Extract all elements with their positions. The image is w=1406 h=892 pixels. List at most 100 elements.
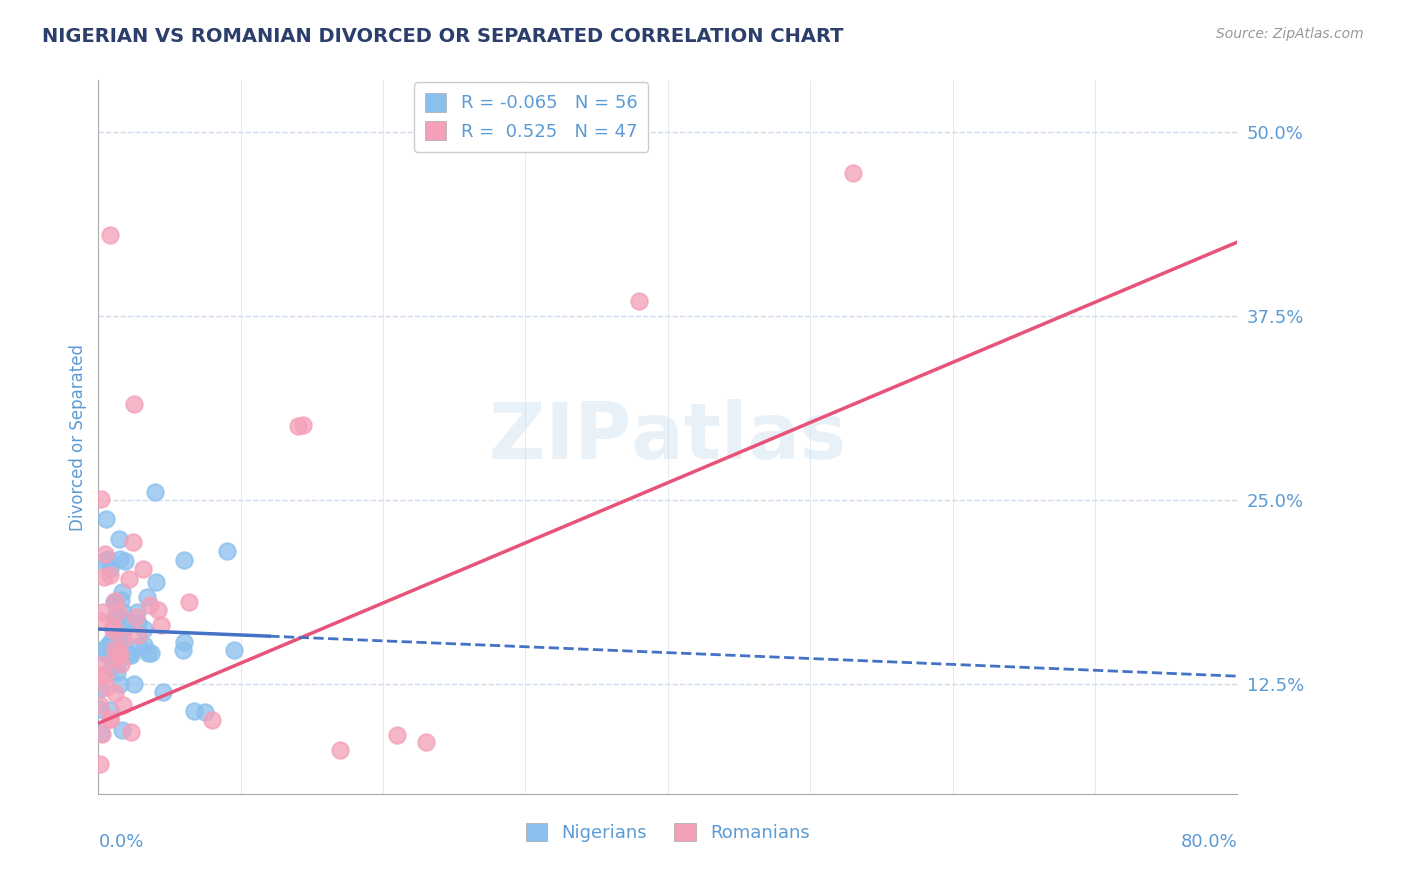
Point	[114, 554, 136, 568]
Point	[104, 648, 127, 663]
Point	[90, 668, 112, 682]
Point	[136, 646, 159, 660]
Point	[107, 648, 129, 662]
Point	[104, 608, 127, 623]
Point	[103, 641, 125, 656]
Point	[90, 644, 112, 658]
Point	[120, 648, 142, 662]
Point	[104, 596, 127, 610]
Point	[172, 643, 194, 657]
Point	[105, 665, 128, 679]
Point	[93, 570, 115, 584]
Point	[93, 668, 115, 682]
Point	[101, 660, 124, 674]
Point	[125, 605, 148, 619]
Point	[146, 603, 169, 617]
Point	[101, 619, 124, 633]
Point	[98, 712, 121, 726]
Point	[132, 562, 155, 576]
Point	[111, 723, 134, 737]
Point	[98, 712, 121, 726]
Point	[110, 632, 132, 646]
Point	[107, 648, 129, 662]
Point	[122, 677, 145, 691]
Point	[94, 547, 117, 561]
Point	[387, 728, 409, 742]
Point	[118, 572, 141, 586]
Point	[121, 535, 143, 549]
Point	[104, 594, 127, 608]
Point	[145, 574, 167, 589]
Point	[111, 698, 134, 713]
Point	[112, 606, 135, 620]
Point	[114, 612, 136, 626]
Point	[127, 628, 149, 642]
Point	[89, 614, 111, 628]
Point	[110, 593, 132, 607]
Point	[329, 743, 352, 757]
Point	[107, 610, 129, 624]
Point	[98, 568, 121, 582]
Point	[842, 166, 865, 180]
Point	[194, 705, 217, 719]
Point	[224, 643, 246, 657]
Point	[89, 702, 111, 716]
Point	[415, 735, 437, 749]
Point	[118, 648, 141, 662]
Point	[108, 676, 131, 690]
Point	[124, 609, 146, 624]
Text: ZIP​atlas: ZIP​atlas	[489, 399, 846, 475]
Point	[173, 635, 195, 649]
Point	[132, 638, 155, 652]
Text: Source: ZipAtlas.com: Source: ZipAtlas.com	[1216, 27, 1364, 41]
Point	[101, 623, 124, 637]
Point	[628, 293, 651, 308]
Point	[110, 657, 132, 671]
Point	[139, 598, 162, 612]
Y-axis label: Divorced or Separated: Divorced or Separated	[69, 343, 87, 531]
Point	[287, 419, 309, 434]
Point	[98, 562, 121, 576]
Point	[89, 657, 111, 672]
Point	[96, 639, 118, 653]
Point	[91, 606, 114, 620]
Point	[150, 618, 173, 632]
Point	[291, 418, 314, 433]
Point	[111, 632, 134, 646]
Point	[91, 727, 114, 741]
Legend: Nigerians, Romanians: Nigerians, Romanians	[519, 815, 817, 849]
Point	[90, 491, 112, 506]
Point	[104, 595, 127, 609]
Point	[152, 685, 174, 699]
Point	[94, 512, 117, 526]
Point	[127, 616, 149, 631]
Point	[98, 227, 121, 242]
Point	[120, 725, 142, 739]
Point	[115, 646, 138, 660]
Text: NIGERIAN VS ROMANIAN DIVORCED OR SEPARATED CORRELATION CHART: NIGERIAN VS ROMANIAN DIVORCED OR SEPARAT…	[42, 27, 844, 45]
Point	[96, 648, 118, 663]
Point	[89, 757, 111, 772]
Point	[103, 595, 125, 609]
Point	[108, 552, 131, 566]
Point	[173, 553, 195, 567]
Point	[104, 686, 127, 700]
Point	[93, 554, 115, 568]
Point	[94, 680, 117, 694]
Point	[128, 639, 150, 653]
Point	[135, 590, 157, 604]
Point	[139, 646, 162, 660]
Text: 0.0%: 0.0%	[98, 833, 143, 851]
Text: 80.0%: 80.0%	[1181, 833, 1237, 851]
Point	[179, 595, 201, 609]
Point	[97, 551, 120, 566]
Point	[201, 714, 224, 728]
Point	[98, 703, 121, 717]
Point	[107, 605, 129, 619]
Point	[108, 647, 131, 661]
Point	[115, 618, 138, 632]
Point	[215, 544, 238, 558]
Point	[122, 397, 145, 411]
Point	[112, 638, 135, 652]
Point	[145, 485, 167, 500]
